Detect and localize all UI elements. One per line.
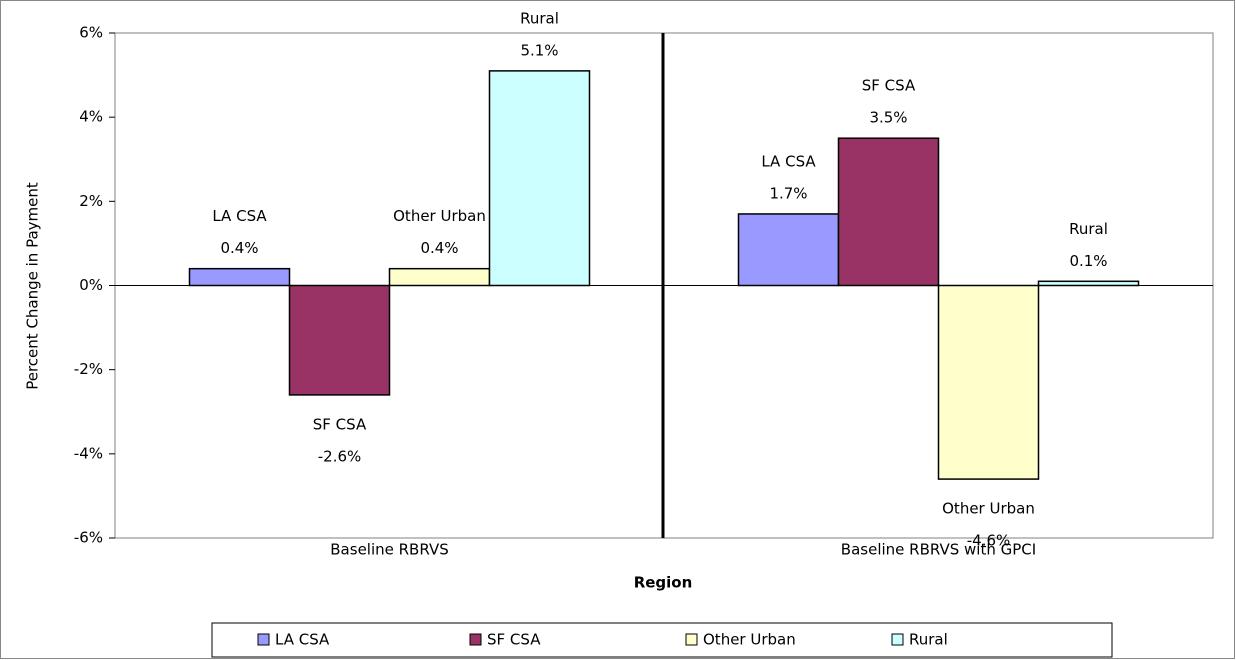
bar [937,284,1040,480]
data-label-name: SF CSA [313,415,367,433]
data-label-name: Rural [1069,220,1108,238]
y-tick-label: -4% [74,444,103,462]
bar [1037,280,1140,287]
legend-swatch [257,633,270,646]
y-axis-title: Percent Change in Payment [24,182,42,390]
data-label: 0.1% [1069,252,1107,270]
data-label: 3.5% [869,109,907,127]
bar [737,213,840,287]
legend-label: Other Urban [703,631,796,649]
data-label-name: LA CSA [212,207,267,225]
legend-label: Rural [909,631,948,649]
y-tick-label: -2% [74,360,103,378]
data-label: 1.7% [769,184,807,202]
data-label-name: SF CSA [862,77,916,95]
x-tick-label: Baseline RBRVS [330,541,448,559]
x-tick-label: Baseline RBRVS with GPCI [841,541,1036,559]
legend-swatch [469,633,482,646]
y-tick-label: 0% [79,276,103,294]
data-label-name: LA CSA [761,152,816,170]
data-label-name: Rural [520,9,559,27]
data-label-name: Other Urban [942,500,1035,518]
x-axis-title: Region [634,574,693,592]
data-label: -4.6% [967,532,1011,550]
y-tick-label: 6% [79,24,103,42]
bar [837,137,940,287]
legend [211,622,1113,658]
y-tick-label: -6% [74,529,103,547]
bar [388,267,491,287]
data-label-name: Other Urban [393,207,486,225]
legend-label: LA CSA [275,631,330,649]
legend-swatch [685,633,698,646]
bar [188,267,291,287]
data-label: 0.4% [220,239,258,257]
y-tick-label: 4% [79,108,103,126]
legend-swatch [891,633,904,646]
data-label: 0.4% [420,239,458,257]
data-label: 5.1% [520,41,558,59]
bar [288,284,391,396]
data-label: -2.6% [318,447,362,465]
legend-label: SF CSA [487,631,541,649]
bar [488,70,591,287]
y-tick-label: 2% [79,192,103,210]
